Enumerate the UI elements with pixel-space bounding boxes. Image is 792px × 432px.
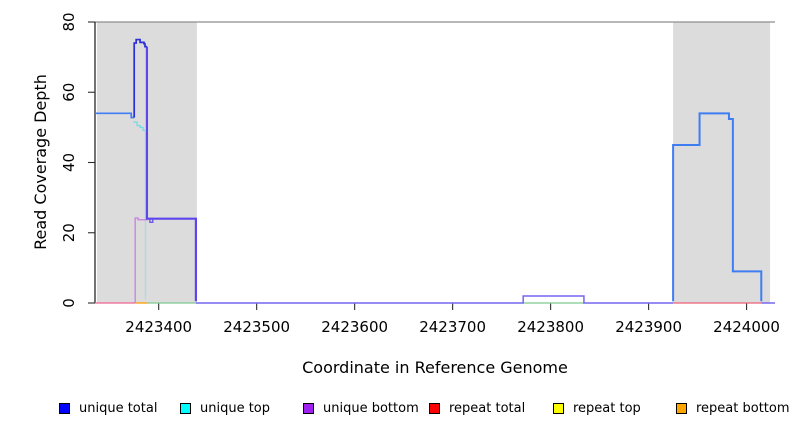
- series-unique-top-steps: [133, 121, 145, 131]
- legend-label-repeat-bottom: repeat bottom: [696, 400, 790, 416]
- series-unique-total-left-54: [95, 112, 135, 119]
- repeat-region-right: [673, 22, 771, 303]
- y-tick-label: 0: [60, 298, 78, 308]
- y-axis-title: Read Coverage Depth: [31, 74, 50, 250]
- x-tick-label: 2424000: [713, 318, 780, 336]
- x-tick-label: 2423400: [125, 318, 192, 336]
- legend-swatch-unique-top: [180, 402, 191, 414]
- x-tick-label: 2423500: [223, 318, 290, 336]
- legend-item-unique-top: unique top: [180, 398, 270, 418]
- legend-label-repeat-top: repeat top: [573, 400, 641, 416]
- series-unique-total-spike-75: [133, 38, 147, 118]
- coverage-plot: 0 20 40 60 80 2423400 2423500 2423600 2423700 242…: [60, 12, 780, 336]
- legend-swatch-repeat-top: [553, 402, 564, 414]
- legend-swatch-repeat-total: [429, 402, 440, 414]
- legend-label-unique-bottom: unique bottom: [323, 400, 419, 416]
- legend-item-repeat-top: repeat top: [553, 398, 641, 418]
- series-unique-mid-zero-and-bump: [195, 295, 674, 304]
- series-unique-total-right: [672, 112, 763, 302]
- series-unique-24-plateau: [145, 46, 198, 302]
- legend-label-unique-total: unique total: [79, 400, 158, 416]
- x-tick-label: 2423900: [615, 318, 682, 336]
- legend-label-repeat-total: repeat total: [449, 400, 526, 416]
- x-tick-label: 2423700: [419, 318, 486, 336]
- legend-swatch-unique-total: [59, 402, 70, 414]
- axes: 0 20 40 60 80 2423400 2423500 2423600 2423700 242…: [60, 12, 780, 336]
- series-lines: [95, 38, 775, 304]
- series-unique-bottom-rise: [134, 217, 148, 303]
- legend-item-repeat-bottom: repeat bottom: [676, 398, 790, 418]
- legend-item-repeat-total: repeat total: [429, 398, 525, 418]
- legend-label-unique-top: unique top: [200, 400, 271, 416]
- legend-swatch-repeat-bottom: [676, 402, 687, 414]
- y-tick-label: 60: [60, 83, 78, 102]
- y-tick-label: 20: [60, 223, 78, 242]
- legend-item-unique-total: unique total: [59, 398, 157, 418]
- legend: unique total unique top unique bottom repea…: [0, 398, 792, 424]
- legend-swatch-unique-bottom: [303, 402, 314, 414]
- x-tick-label: 2423800: [517, 318, 584, 336]
- x-axis-title: Coordinate in Reference Genome: [302, 358, 568, 377]
- y-tick-label: 40: [60, 153, 78, 172]
- series-unique-bottom-notch: [149, 219, 154, 223]
- y-tick-label: 80: [60, 12, 78, 31]
- legend-item-unique-bottom: unique bottom: [303, 398, 419, 418]
- x-tick-label: 2423600: [321, 318, 388, 336]
- highlight-regions: [96, 22, 771, 303]
